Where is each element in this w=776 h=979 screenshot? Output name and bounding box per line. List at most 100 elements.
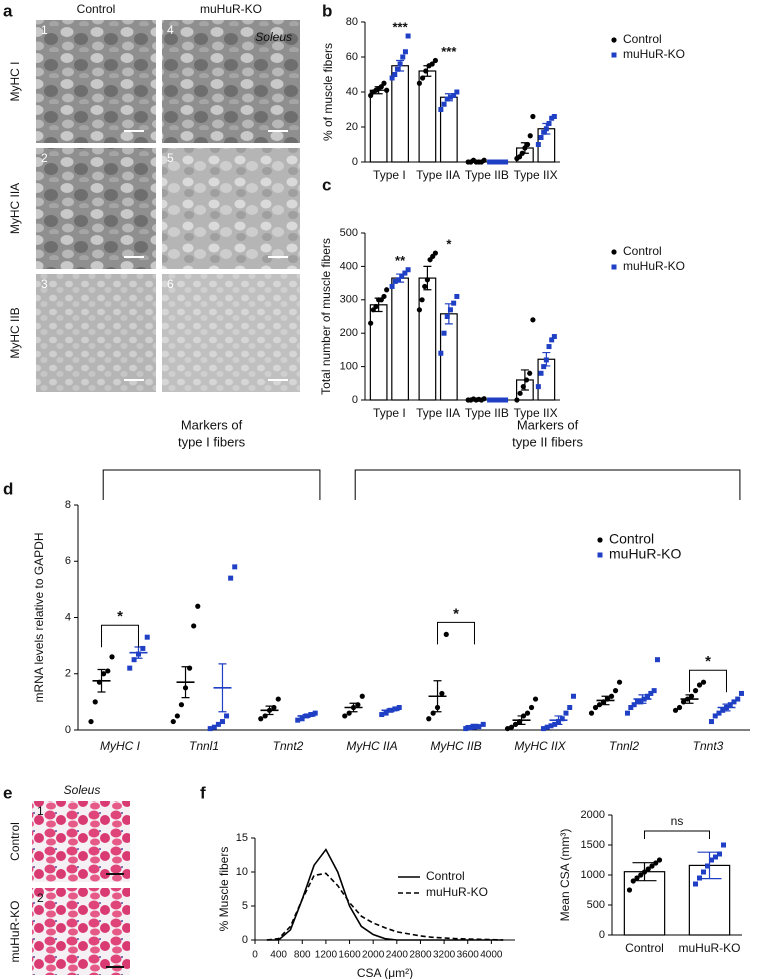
data-point	[191, 623, 197, 629]
data-point	[716, 710, 722, 716]
data-point	[228, 575, 234, 581]
error-bar	[632, 862, 657, 882]
error-bar	[97, 668, 106, 693]
data-point	[402, 270, 408, 276]
data-point	[516, 718, 523, 725]
data-point	[396, 705, 402, 710]
significance-label: *	[453, 605, 459, 622]
row-label: muHuR-KO	[8, 900, 22, 962]
error-bar	[520, 142, 529, 154]
bar	[418, 277, 437, 401]
data-point	[454, 89, 460, 95]
data-point	[224, 713, 230, 719]
data-point	[717, 851, 722, 857]
bar	[418, 70, 437, 163]
data-point	[299, 716, 305, 722]
data-point	[384, 287, 390, 293]
data-point	[402, 49, 408, 55]
data-point	[544, 724, 550, 730]
panel-letter: e	[3, 783, 12, 802]
data-point	[384, 87, 390, 93]
data-point	[705, 863, 710, 869]
data-point	[416, 307, 422, 313]
error-bar	[386, 708, 395, 713]
y-tick-label: 500	[340, 227, 358, 239]
data-point	[383, 710, 389, 716]
y-tick-label: 0	[242, 934, 248, 946]
data-point	[405, 33, 411, 39]
error-bar	[218, 663, 227, 713]
x-tick-label: 800	[294, 950, 311, 961]
legend-label: Control	[609, 531, 654, 547]
data-point	[127, 665, 133, 671]
significance-label: *	[705, 653, 711, 670]
data-point	[178, 702, 185, 708]
y-tick-label: 6	[65, 555, 71, 567]
error-bar	[181, 666, 190, 699]
data-point	[447, 94, 453, 100]
y-tick-label: 100	[340, 361, 358, 373]
x-tick-label: Type IIB	[465, 406, 509, 420]
data-point	[527, 370, 533, 376]
data-point	[656, 857, 663, 863]
data-point	[696, 682, 703, 688]
x-tick-label: Type IIX	[514, 406, 558, 420]
data-point	[439, 690, 445, 697]
data-point	[392, 278, 398, 284]
x-tick-label: Tnnl2	[609, 739, 639, 753]
micrograph	[36, 274, 156, 392]
data-point	[258, 716, 264, 722]
y-tick-label: 0	[352, 156, 358, 168]
data-point	[648, 690, 654, 696]
data-point	[713, 854, 718, 860]
data-point	[654, 657, 660, 663]
x-tick-label: 2400	[386, 950, 409, 961]
error-bar	[374, 86, 383, 95]
tile-number: 6	[167, 277, 174, 291]
data-point	[441, 330, 447, 336]
significance-label: ns	[671, 814, 684, 828]
y-axis-label: mRNA levels relative to GAPDH	[32, 532, 46, 702]
data-point	[88, 718, 94, 725]
data-point	[392, 72, 398, 77]
legend-label: muHuR-KO	[623, 259, 685, 273]
x-tick-label: 4000	[480, 950, 503, 961]
data-point	[512, 721, 519, 727]
error-bar	[638, 694, 647, 704]
data-point	[438, 350, 444, 356]
data-point	[487, 397, 493, 403]
data-point	[342, 713, 348, 719]
tile-number: 1	[37, 804, 44, 818]
column-header: muHuR-KO	[200, 2, 262, 16]
data-point	[735, 696, 741, 702]
x-tick-label: Type I	[373, 406, 406, 420]
data-point	[530, 113, 536, 120]
data-point	[500, 159, 506, 165]
x-tick-label: MyHC IIX	[514, 739, 566, 753]
y-axis-label: Mean CSA (mm³)	[558, 829, 572, 922]
data-point	[680, 699, 687, 705]
data-point	[551, 114, 557, 119]
tile-number: 4	[167, 23, 174, 37]
data-point	[559, 716, 565, 722]
legend-label: Control	[623, 244, 662, 258]
data-point	[381, 293, 387, 300]
data-point	[588, 710, 595, 716]
data-point	[447, 307, 453, 313]
y-axis-label: % Muscle fibers	[217, 847, 231, 932]
significance-bracket	[101, 624, 139, 648]
data-point	[232, 564, 238, 570]
data-point	[109, 654, 115, 660]
data-point	[641, 696, 647, 702]
data-point	[524, 710, 531, 716]
data-point	[503, 397, 509, 403]
significance-bracket	[644, 830, 710, 839]
y-tick-label: 40	[346, 86, 358, 98]
data-point	[219, 719, 225, 725]
column-header: Control	[77, 2, 116, 16]
x-tick-label: 3200	[433, 950, 456, 961]
data-point	[693, 881, 698, 887]
data-point	[645, 866, 651, 872]
y-tick-label: 400	[340, 260, 358, 272]
